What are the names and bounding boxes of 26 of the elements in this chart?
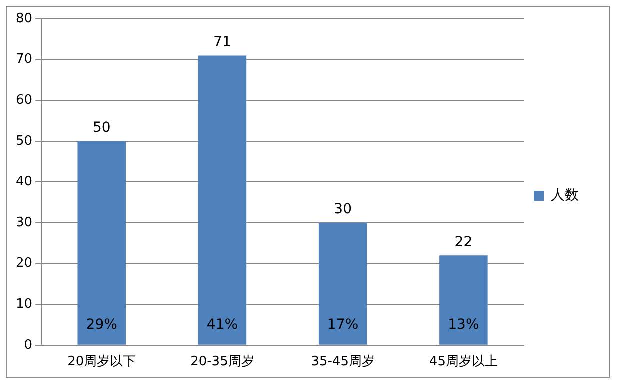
bar (78, 141, 126, 345)
legend-label: 人数 (551, 188, 579, 204)
data-label: 71 (214, 34, 232, 50)
annotation: 41% (206, 317, 238, 334)
y-tick-label: 50 (16, 134, 33, 149)
y-tick-label: 0 (24, 338, 33, 353)
y-tick-label: 60 (16, 92, 33, 108)
y-tick-label: 20 (16, 256, 33, 272)
x-tick-label: 45周岁以上 (429, 354, 498, 370)
y-tick-label: 80 (16, 11, 33, 26)
annotation: 29% (86, 317, 118, 334)
x-tick-label: 20-35周岁 (190, 354, 254, 370)
x-tick-label: 35-45周岁 (311, 354, 375, 370)
data-label: 22 (454, 234, 473, 250)
bar (198, 56, 247, 345)
annotation: 13% (448, 317, 480, 334)
y-tick-label: 70 (16, 52, 33, 68)
bar (440, 256, 488, 345)
y-tick-label: 30 (16, 215, 33, 230)
y-tick-label: 10 (16, 296, 33, 312)
y-tick-label: 40 (16, 174, 33, 190)
bar (318, 223, 368, 345)
data-label: 30 (334, 202, 352, 218)
data-label: 50 (92, 120, 111, 136)
annotation: 17% (328, 317, 359, 334)
x-tick-label: 20周岁以下 (68, 354, 136, 370)
